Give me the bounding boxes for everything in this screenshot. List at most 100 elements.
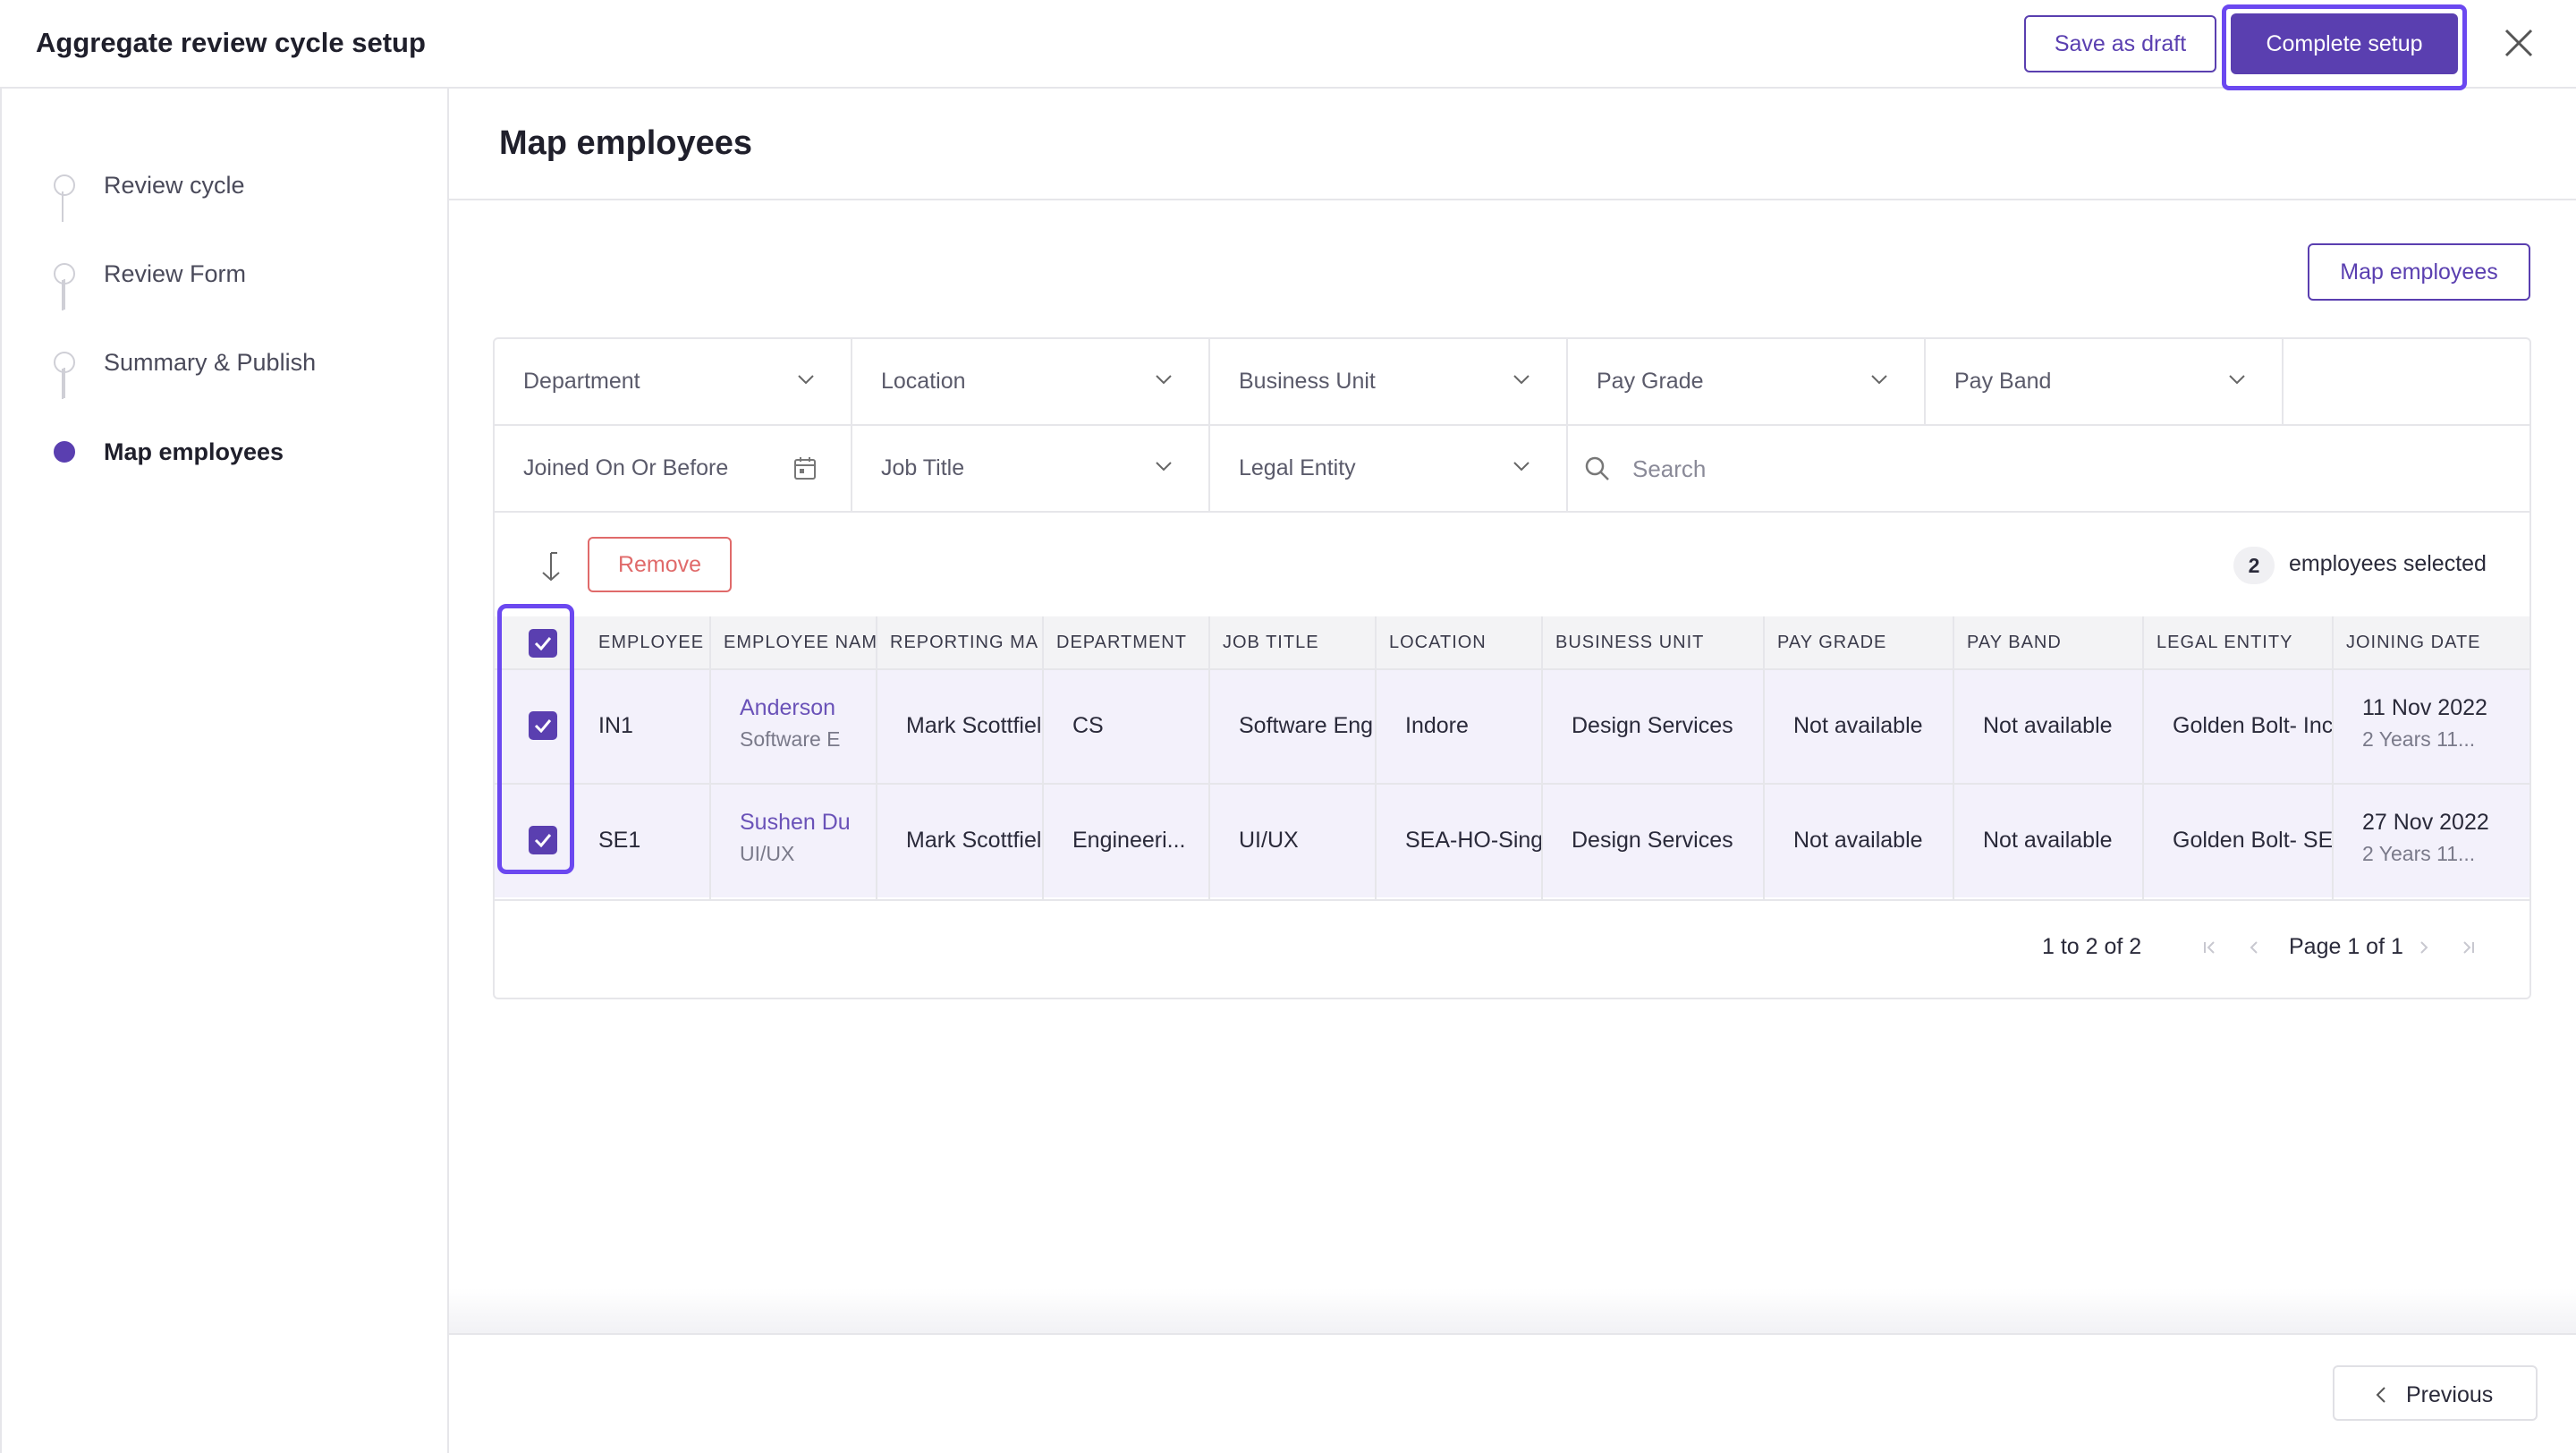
location-value: SEA-HO-Sing — [1405, 828, 1543, 853]
cell-manager: Mark Scottfiel — [877, 785, 1044, 899]
filter-job-title[interactable]: Job Title — [852, 426, 1210, 513]
col-department[interactable]: DEPARTMENT — [1044, 616, 1210, 670]
manager-name: Mark Scottfiel — [906, 828, 1042, 853]
employee-role: Software E — [740, 727, 841, 751]
col-employee-name[interactable]: EMPLOYEE NAME — [711, 616, 877, 670]
step-review-cycle[interactable]: Review cycle — [2, 163, 449, 208]
chevron-left-icon — [2376, 1387, 2385, 1403]
check-icon — [534, 719, 552, 733]
chevron-down-icon — [1513, 462, 1530, 472]
pagination-range: 1 to 2 of 2 — [2042, 934, 2142, 959]
table-row[interactable]: SE1 Sushen Du UI/UX Mark Scottfiel Engin… — [495, 783, 2529, 899]
col-business-unit[interactable]: BUSINESS UNIT — [1543, 616, 1765, 670]
filter-empty — [2284, 339, 2529, 426]
next-page-icon[interactable] — [2415, 939, 2433, 956]
filter-pay-band[interactable]: Pay Band — [1926, 339, 2284, 426]
prev-page-icon[interactable] — [2245, 939, 2263, 956]
step-connector — [62, 369, 64, 399]
main-header: Map employees — [449, 89, 2576, 200]
col-pay-band[interactable]: PAY BAND — [1954, 616, 2144, 670]
chevron-down-icon — [798, 375, 814, 385]
filter-joined-on[interactable]: Joined On Or Before — [495, 426, 852, 513]
row-checkbox[interactable] — [529, 826, 557, 854]
row-checkbox[interactable] — [529, 711, 557, 740]
complete-setup-highlight — [2222, 4, 2467, 90]
pagination-page: Page 1 of 1 — [2289, 934, 2403, 959]
search-icon — [1585, 456, 1609, 480]
select-all-checkbox[interactable] — [529, 629, 557, 658]
cell-employee-id: IN1 — [586, 670, 711, 785]
first-page-icon[interactable] — [2201, 939, 2219, 956]
cell-location: SEA-HO-Sing — [1377, 785, 1543, 899]
pay-grade-value: Not available — [1793, 713, 1923, 738]
previous-label: Previous — [2406, 1382, 2494, 1407]
app-title: Aggregate review cycle setup — [36, 27, 426, 58]
tenure-value: 2 Years 11... — [2362, 842, 2476, 865]
step-review-form[interactable]: Review Form — [2, 251, 449, 296]
step-label: Review Form — [104, 260, 247, 287]
legal-entity-value: Golden Bolt- Inc — [2173, 713, 2334, 738]
step-summary-publish[interactable]: Summary & Publish — [2, 340, 449, 385]
cell-joining-date: 11 Nov 2022 2 Years 11... — [2334, 670, 2529, 785]
filter-location[interactable]: Location — [852, 339, 1210, 426]
employee-id: SE1 — [598, 828, 641, 853]
cell-department: Engineeri... — [1044, 785, 1210, 899]
col-joining-date[interactable]: JOINING DATE — [2346, 633, 2481, 652]
search-placeholder: Search — [1632, 455, 1707, 482]
filter-legal-entity[interactable]: Legal Entity — [1210, 426, 1568, 513]
filter-label: Location — [881, 369, 966, 394]
manager-name: Mark Scottfiel — [906, 713, 1042, 738]
cell-pay-band: Not available — [1954, 785, 2144, 899]
col-job-title[interactable]: JOB TITLE — [1210, 616, 1377, 670]
cell-employee-name[interactable]: Sushen Du UI/UX — [711, 785, 877, 899]
cell-employee-name[interactable]: Anderson Software E — [711, 670, 877, 785]
cell-legal-entity: Golden Bolt- SE — [2144, 785, 2334, 899]
job-title-value: UI/UX — [1239, 828, 1299, 853]
step-connector — [64, 368, 65, 398]
checkbox-highlight — [497, 604, 574, 874]
col-employee[interactable]: EMPLOYEE — [586, 616, 711, 670]
step-connector — [64, 279, 65, 310]
filter-pay-grade[interactable]: Pay Grade — [1568, 339, 1926, 426]
cell-department: CS — [1044, 670, 1210, 785]
search-input[interactable]: Search — [1568, 426, 2529, 513]
check-icon — [534, 637, 552, 650]
department-value: Engineeri... — [1072, 828, 1186, 853]
last-page-icon[interactable] — [2459, 939, 2477, 956]
step-label: Review cycle — [104, 172, 245, 199]
table-divider — [495, 899, 2529, 901]
step-label: Summary & Publish — [104, 349, 317, 376]
remove-button[interactable]: Remove — [588, 537, 732, 592]
top-bar: Aggregate review cycle setup Save as dra… — [0, 0, 2576, 90]
col-legal-entity[interactable]: LEGAL ENTITY — [2144, 616, 2334, 670]
col-pay-grade[interactable]: PAY GRADE — [1765, 616, 1954, 670]
previous-button[interactable]: Previous — [2333, 1365, 2538, 1421]
step-map-employees[interactable]: Map employees — [2, 429, 449, 474]
sort-icon[interactable] — [538, 549, 563, 583]
col-reporting-manager[interactable]: REPORTING MA — [877, 616, 1044, 670]
page-title: Map employees — [499, 124, 752, 162]
check-icon — [534, 834, 552, 847]
map-employees-button[interactable]: Map employees — [2308, 243, 2530, 301]
close-icon[interactable] — [2501, 25, 2537, 61]
filter-business-unit[interactable]: Business Unit — [1210, 339, 1568, 426]
filter-label: Pay Grade — [1597, 369, 1704, 394]
cell-business-unit: Design Services — [1543, 670, 1765, 785]
step-dot — [54, 174, 75, 196]
save-draft-button[interactable]: Save as draft — [2024, 15, 2216, 72]
cell-location: Indore — [1377, 670, 1543, 785]
filter-department[interactable]: Department — [495, 339, 852, 426]
cell-business-unit: Design Services — [1543, 785, 1765, 899]
complete-setup-button[interactable]: Complete setup — [2231, 13, 2458, 74]
cell-job-title: UI/UX — [1210, 785, 1377, 899]
cell-pay-grade: Not available — [1765, 785, 1954, 899]
col-location[interactable]: LOCATION — [1377, 616, 1543, 670]
employee-name-link[interactable]: Sushen Du — [740, 810, 851, 835]
chevron-down-icon — [1156, 462, 1172, 472]
joining-date-value: 27 Nov 2022 — [2362, 810, 2489, 835]
filter-label: Joined On Or Before — [523, 455, 729, 480]
table-row[interactable]: IN1 Anderson Software E Mark Scottfiel C… — [495, 668, 2529, 785]
joining-date-value: 11 Nov 2022 — [2362, 695, 2487, 720]
employee-name-link[interactable]: Anderson — [740, 695, 836, 720]
employee-role: UI/UX — [740, 842, 795, 865]
